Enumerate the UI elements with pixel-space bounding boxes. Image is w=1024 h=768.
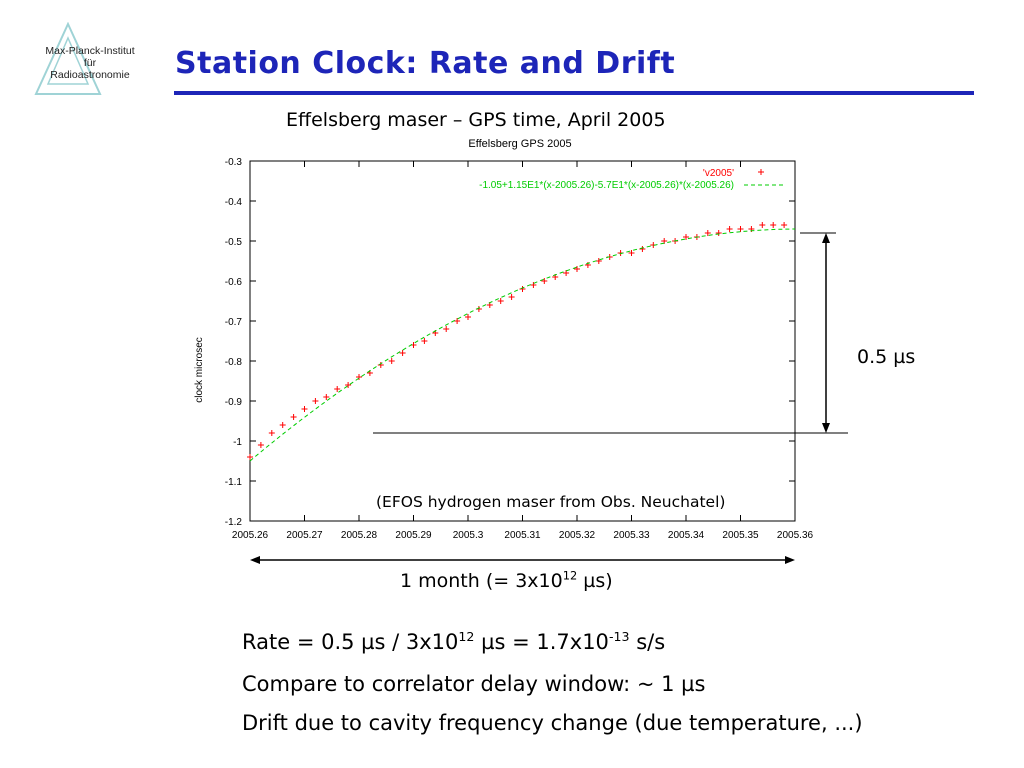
x-tick-label: 2005.36 [777,530,814,541]
legend-entry-data: 'v2005' [703,168,734,179]
data-point [247,454,253,460]
clock-drift-chart: -0.3 -0.4 -0.5 -0.6 -0.7 -0.8 -0.9 -1 -1.1 -1.2 20… [194,138,848,564]
x-tick-label: 2005.34 [668,530,705,541]
data-point [628,250,635,256]
data-point [465,314,471,320]
data-point [639,246,646,252]
institute-logo: Max-Planck-Institut für Radioastronomie [34,22,146,102]
logo-triangle-icon [34,22,102,95]
month-label-exponent: 12 [562,568,578,583]
y-tick-label: -1 [233,437,242,448]
data-point [563,270,570,276]
data-point [443,326,450,332]
data-point [377,362,384,368]
data-point [334,386,341,392]
title-underline [174,91,974,95]
data-point [508,294,515,300]
rate-exp-1: 12 [458,629,475,644]
rate-text-3: s/s [629,630,666,654]
y-tick-label: -0.3 [225,157,243,168]
amplitude-arrow-top-head [822,233,830,243]
data-point [770,222,777,228]
maser-note: (EFOS hydrogen maser from Obs. Neuchatel… [376,493,726,511]
cavity-drift-line: Drift due to cavity frequency change (du… [242,711,863,735]
x-tick-label: 2005.31 [504,530,541,541]
y-axis-label: clock microsec [194,337,205,403]
month-label: 1 month (= 3x1012 µs) [400,570,613,592]
data-point [388,358,395,364]
correlator-window-line: Compare to correlator delay window: ~ 1 … [242,672,706,696]
y-tick-label: -0.6 [225,277,243,288]
data-point [595,258,602,264]
month-label-unit: µs) [577,570,613,592]
month-label-text: 1 month (= 3x10 [400,570,563,592]
amplitude-label: 0.5 µs [857,346,916,368]
data-point [497,298,504,304]
x-tick-label: 2005.3 [453,530,484,541]
data-point [356,374,362,380]
month-arrow-right-head [785,556,795,564]
y-tick-label: -1.1 [225,477,243,488]
data-point [530,282,537,288]
rate-text-2: µs = 1.7x10 [474,630,609,654]
fit-curve-line [249,228,796,462]
y-tick-label: -0.4 [225,197,243,208]
logo-line-1: Max-Planck-Institut [45,45,135,57]
y-tick-label: -1.2 [225,517,243,528]
data-point [574,266,580,272]
x-tick-label: 2005.28 [341,530,378,541]
x-tick-label: 2005.27 [286,530,323,541]
data-point [279,422,286,428]
data-point [301,406,308,412]
data-point [726,226,733,232]
rate-text-1: Rate = 0.5 µs / 3x10 [242,630,459,654]
data-point [519,286,526,292]
y-tick-label: -0.7 [225,317,243,328]
data-point [421,338,428,344]
chart-title: Effelsberg GPS 2005 [468,138,571,150]
plot-frame [249,160,796,522]
data-point [312,398,319,404]
amplitude-arrow-bottom-head [822,423,830,433]
data-point [781,222,788,228]
y-tick-label: -0.8 [225,357,243,368]
logo-line-3: Radioastronomie [50,69,130,81]
x-tick-label: 2005.33 [613,530,650,541]
data-point [737,226,744,232]
data-point [759,222,766,228]
data-point [290,414,297,420]
month-arrow-left-head [250,556,260,564]
data-point [541,278,548,284]
data-point [454,318,461,324]
logo-line-2: für [83,57,97,69]
legend-entry-fit: -1.05+1.15E1*(x-2005.26)-5.7E1*(x-2005.2… [479,180,734,191]
data-point [704,230,711,236]
x-tick-label: 2005.35 [722,530,759,541]
x-tick-label: 2005.32 [559,530,596,541]
data-point [399,350,406,356]
y-tick-label: -0.5 [225,237,243,248]
x-tick-label: 2005.29 [395,530,432,541]
data-point [257,442,264,448]
data-point [715,230,722,236]
data-point [268,430,275,436]
rate-line: Rate = 0.5 µs / 3x1012 µs = 1.7x10-13 s/… [242,630,665,654]
slide-subtitle: Effelsberg maser – GPS time, April 2005 [286,109,666,131]
slide-title: Station Clock: Rate and Drift [175,46,676,81]
rate-exp-2: -13 [608,629,630,644]
data-point [683,234,689,240]
data-point [323,394,330,400]
x-tick-label: 2005.26 [232,530,269,541]
data-point [345,382,352,388]
y-tick-label: -0.9 [225,397,243,408]
